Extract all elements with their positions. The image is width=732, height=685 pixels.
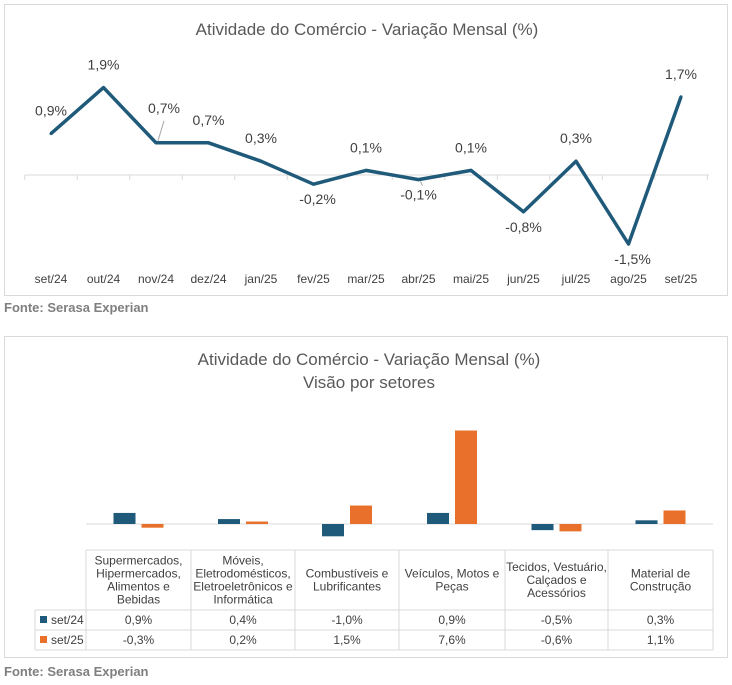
- legend-label: set/25: [51, 633, 84, 647]
- line-chart: Atividade do Comércio - Variação Mensal …: [24, 20, 709, 286]
- data-point: [49, 132, 53, 136]
- bar-set-24: [531, 524, 554, 531]
- bar-set-25: [350, 505, 372, 524]
- bar-set-25: [663, 510, 686, 524]
- table-cell-value: 7,6%: [438, 633, 466, 647]
- x-tick-label: jan/25: [244, 272, 278, 286]
- data-label: -0,2%: [299, 191, 336, 207]
- series-line: [49, 85, 683, 246]
- category-label: Combustíveis e: [306, 567, 389, 581]
- category-label: Móveis,: [222, 554, 263, 568]
- source-note-line: Fonte: Serasa Experian: [4, 300, 149, 315]
- table-cell-value: -1,0%: [331, 613, 363, 627]
- data-point: [574, 159, 578, 163]
- category-label: Calçados e: [526, 573, 586, 587]
- table-cell-value: 1,5%: [333, 633, 361, 647]
- x-tick-label: abr/25: [401, 272, 435, 286]
- bar-chart-panel: Atividade do Comércio - Variação Mensal …: [4, 336, 728, 658]
- legend-swatch: [40, 636, 47, 643]
- bar-chart-subtitle: Visão por setores: [303, 373, 435, 392]
- data-label: 0,3%: [560, 130, 592, 146]
- category-label: Peças: [435, 580, 468, 594]
- data-point: [679, 95, 683, 99]
- data-point: [154, 141, 158, 145]
- table-cell-value: -0,3%: [123, 633, 155, 647]
- data-label: 0,3%: [245, 130, 277, 146]
- x-tick-label: mai/25: [453, 272, 489, 286]
- bar-chart-title: Atividade do Comércio - Variação Mensal …: [198, 350, 541, 369]
- data-label: 0,9%: [35, 103, 67, 119]
- category-label: Acessórios: [527, 586, 586, 600]
- category-label: Alimentos e: [107, 580, 170, 594]
- category-label: Lubrificantes: [313, 580, 381, 594]
- data-point: [417, 178, 420, 182]
- line-chart-title: Atividade do Comércio - Variação Mensal …: [196, 20, 539, 39]
- category-label: Bebidas: [117, 593, 160, 607]
- bar-set-24: [218, 519, 240, 524]
- x-tick-label: dez/24: [190, 272, 226, 286]
- bar-chart: Atividade do Comércio - Variação Mensal …: [34, 350, 714, 651]
- bar-set-25: [455, 430, 477, 524]
- bar-set-24: [427, 512, 449, 524]
- category-label: Construção: [630, 580, 692, 594]
- x-tick-label: set/24: [35, 272, 68, 286]
- data-label: 0,7%: [148, 100, 180, 116]
- legend-swatch: [40, 616, 47, 623]
- category-label: Tecidos, Vestuário,: [506, 560, 607, 574]
- data-point: [207, 141, 210, 145]
- label-leader-line: [420, 181, 423, 186]
- data-point: [102, 86, 105, 90]
- data-label: -1,5%: [614, 251, 651, 267]
- data-label: -0,8%: [505, 219, 542, 235]
- table-cell-value: 0,9%: [438, 613, 466, 627]
- x-tick-label: mar/25: [347, 272, 385, 286]
- category-label: Eletrodomésticos,: [195, 567, 290, 581]
- table-cell-value: 0,2%: [229, 633, 257, 647]
- category-label: Hipermercados,: [96, 567, 181, 581]
- category-label: Material de: [631, 567, 691, 581]
- x-tick-label: fev/25: [297, 272, 330, 286]
- x-tick-label: jul/25: [561, 272, 591, 286]
- category-label: Veículos, Motos e: [405, 567, 500, 581]
- table-cell-value: -0,5%: [541, 613, 573, 627]
- x-tick-label: out/24: [87, 272, 121, 286]
- legend-label: set/24: [51, 613, 84, 627]
- x-tick-label: jun/25: [506, 272, 540, 286]
- bar-set-24: [113, 512, 136, 524]
- table-cell-value: -0,6%: [541, 633, 573, 647]
- table-cell-value: 0,9%: [125, 613, 153, 627]
- x-tick-label: ago/25: [610, 272, 647, 286]
- bar-set-25: [559, 524, 582, 532]
- data-label: 1,9%: [88, 57, 120, 73]
- table-cell-value: 0,3%: [647, 613, 675, 627]
- data-label: 1,7%: [665, 66, 697, 82]
- source-note-bar: Fonte: Serasa Experian: [4, 664, 149, 679]
- data-label: -0,1%: [400, 187, 437, 203]
- x-tick-label: set/25: [665, 272, 698, 286]
- data-point: [627, 242, 630, 246]
- line-chart-panel: Atividade do Comércio - Variação Mensal …: [4, 4, 728, 296]
- bar-set-25: [246, 521, 268, 524]
- bar-set-24: [322, 524, 344, 537]
- data-point: [522, 210, 525, 214]
- category-label: Informática: [213, 593, 273, 607]
- bar-set-25: [141, 524, 164, 528]
- category-label: Supermercados,: [94, 554, 182, 568]
- data-point: [259, 159, 263, 163]
- data-point: [312, 182, 315, 186]
- data-label: 0,1%: [350, 139, 382, 155]
- data-label: 0,7%: [193, 112, 225, 128]
- data-label: 0,1%: [455, 139, 487, 155]
- category-label: Eletroeletrônicos e: [193, 580, 293, 594]
- table-cell-value: 0,4%: [229, 613, 257, 627]
- table-cell-value: 1,1%: [647, 633, 675, 647]
- data-point: [469, 168, 473, 172]
- label-leader-line: [157, 120, 165, 141]
- bar-set-24: [635, 520, 658, 524]
- data-point: [364, 168, 368, 172]
- x-tick-label: nov/24: [138, 272, 174, 286]
